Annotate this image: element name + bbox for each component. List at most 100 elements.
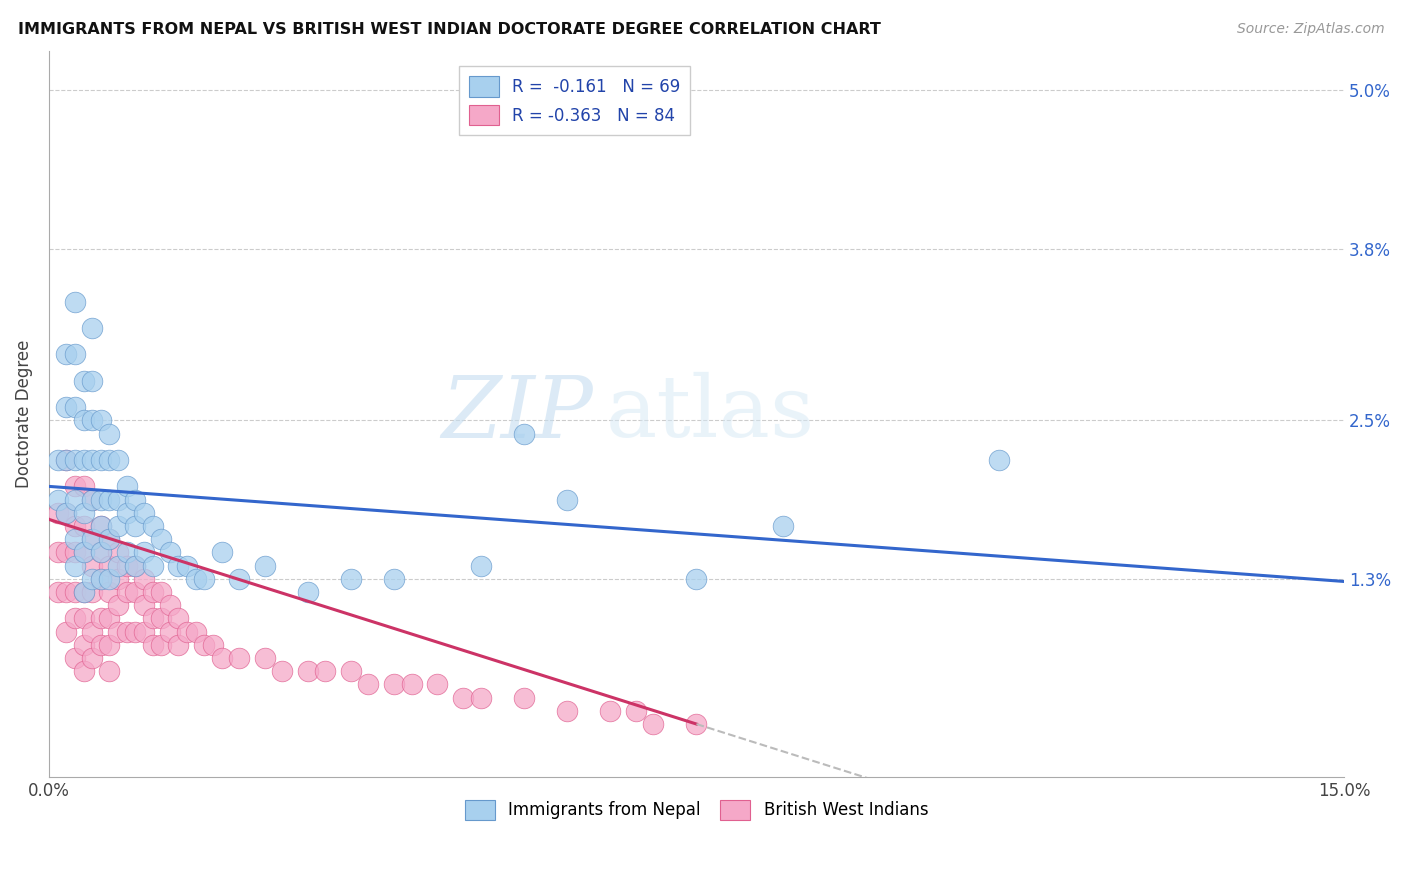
Point [382,572,405,586]
Point [340,572,363,586]
Point [98,492,121,507]
Point [115,545,138,559]
Point [63,492,86,507]
Point [63,347,86,361]
Point [46,453,69,467]
Point [98,572,121,586]
Point [124,492,146,507]
Point [72,638,94,652]
Point [382,677,405,691]
Point [72,545,94,559]
Point [107,453,129,467]
Point [82,532,104,546]
Point [55,624,77,639]
Text: IMMIGRANTS FROM NEPAL VS BRITISH WEST INDIAN DOCTORATE DEGREE CORRELATION CHART: IMMIGRANTS FROM NEPAL VS BRITISH WEST IN… [18,22,882,37]
Point [340,665,363,679]
Point [271,665,294,679]
Point [82,572,104,586]
Point [63,479,86,493]
Point [142,519,165,533]
Point [124,585,146,599]
Point [159,599,181,613]
Point [987,453,1010,467]
Point [63,558,86,573]
Point [90,611,112,625]
Point [142,585,165,599]
Point [107,492,129,507]
Point [82,492,104,507]
Point [115,585,138,599]
Point [63,294,86,309]
Point [357,677,380,691]
Point [426,677,449,691]
Point [63,532,86,546]
Point [132,599,155,613]
Point [82,492,104,507]
Point [115,479,138,493]
Point [555,492,578,507]
Point [82,374,104,388]
Point [90,453,112,467]
Point [63,545,86,559]
Point [82,453,104,467]
Point [63,651,86,665]
Point [453,690,475,705]
Point [124,519,146,533]
Point [159,624,181,639]
Point [132,545,155,559]
Point [55,453,77,467]
Point [211,545,233,559]
Point [142,638,165,652]
Point [55,545,77,559]
Y-axis label: Doctorate Degree: Doctorate Degree [15,340,32,488]
Point [624,704,647,718]
Point [82,651,104,665]
Point [72,479,94,493]
Point [90,519,112,533]
Point [107,545,129,559]
Point [98,558,121,573]
Point [314,665,336,679]
Point [555,704,578,718]
Point [228,572,250,586]
Point [55,453,77,467]
Point [98,532,121,546]
Point [228,651,250,665]
Point [142,558,165,573]
Point [72,665,94,679]
Point [46,585,69,599]
Point [72,413,94,427]
Point [513,426,536,441]
Point [513,690,536,705]
Point [124,558,146,573]
Point [72,585,94,599]
Point [72,506,94,520]
Point [193,572,215,586]
Point [72,585,94,599]
Point [98,532,121,546]
Point [46,492,69,507]
Point [63,611,86,625]
Point [643,717,665,731]
Point [470,558,492,573]
Point [55,400,77,414]
Point [90,545,112,559]
Point [176,624,198,639]
Point [115,558,138,573]
Point [107,624,129,639]
Point [55,347,77,361]
Point [124,624,146,639]
Point [72,453,94,467]
Point [63,519,86,533]
Point [211,651,233,665]
Point [107,558,129,573]
Point [470,690,492,705]
Point [150,532,173,546]
Point [98,426,121,441]
Point [685,717,707,731]
Point [167,558,190,573]
Point [98,585,121,599]
Point [46,545,69,559]
Point [90,413,112,427]
Point [107,519,129,533]
